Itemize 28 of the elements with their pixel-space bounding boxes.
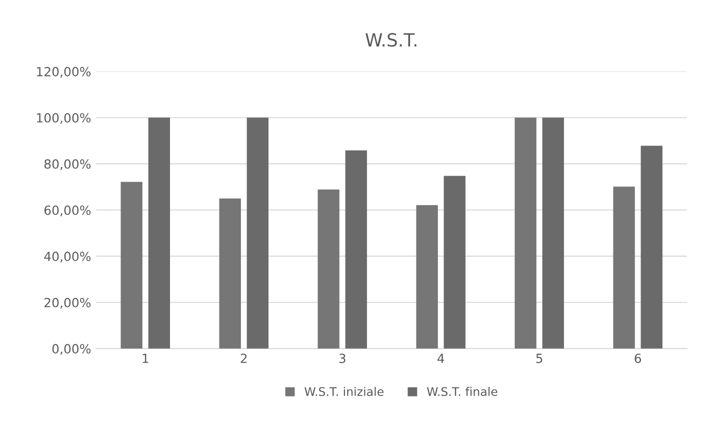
y-tick-label: 60,00%: [44, 205, 91, 216]
y-tick-label: 20,00%: [44, 298, 91, 309]
y-tick-label: 40,00%: [44, 252, 91, 262]
x-tick-label: 3: [339, 354, 346, 364]
y-tick-label: 80,00%: [44, 159, 91, 170]
bar: [640, 146, 662, 349]
bar: [345, 150, 367, 349]
y-tick-label: 0,00%: [52, 344, 91, 355]
bar: [318, 189, 340, 349]
bar: [120, 182, 142, 349]
bar: [514, 118, 536, 349]
chart-title: W.S.T.: [366, 33, 416, 47]
x-tick-label: 4: [437, 354, 444, 363]
x-tick-label: 1: [142, 354, 148, 363]
y-tick-label: 120,00%: [37, 66, 91, 78]
bar: [444, 176, 466, 349]
bar: [219, 198, 241, 349]
bar: [246, 118, 268, 349]
x-tick-label: 5: [536, 354, 542, 364]
x-tick-label: 2: [240, 354, 247, 363]
bar: [416, 205, 438, 349]
bar: [542, 118, 564, 349]
y-tick-label: 100,00%: [37, 113, 91, 124]
legend-label: W.S.T. finale: [426, 386, 498, 396]
x-tick-label: 6: [634, 354, 642, 364]
legend-label: W.S.T. iniziale: [304, 386, 384, 396]
bar: [613, 186, 635, 349]
bar: [148, 118, 170, 349]
